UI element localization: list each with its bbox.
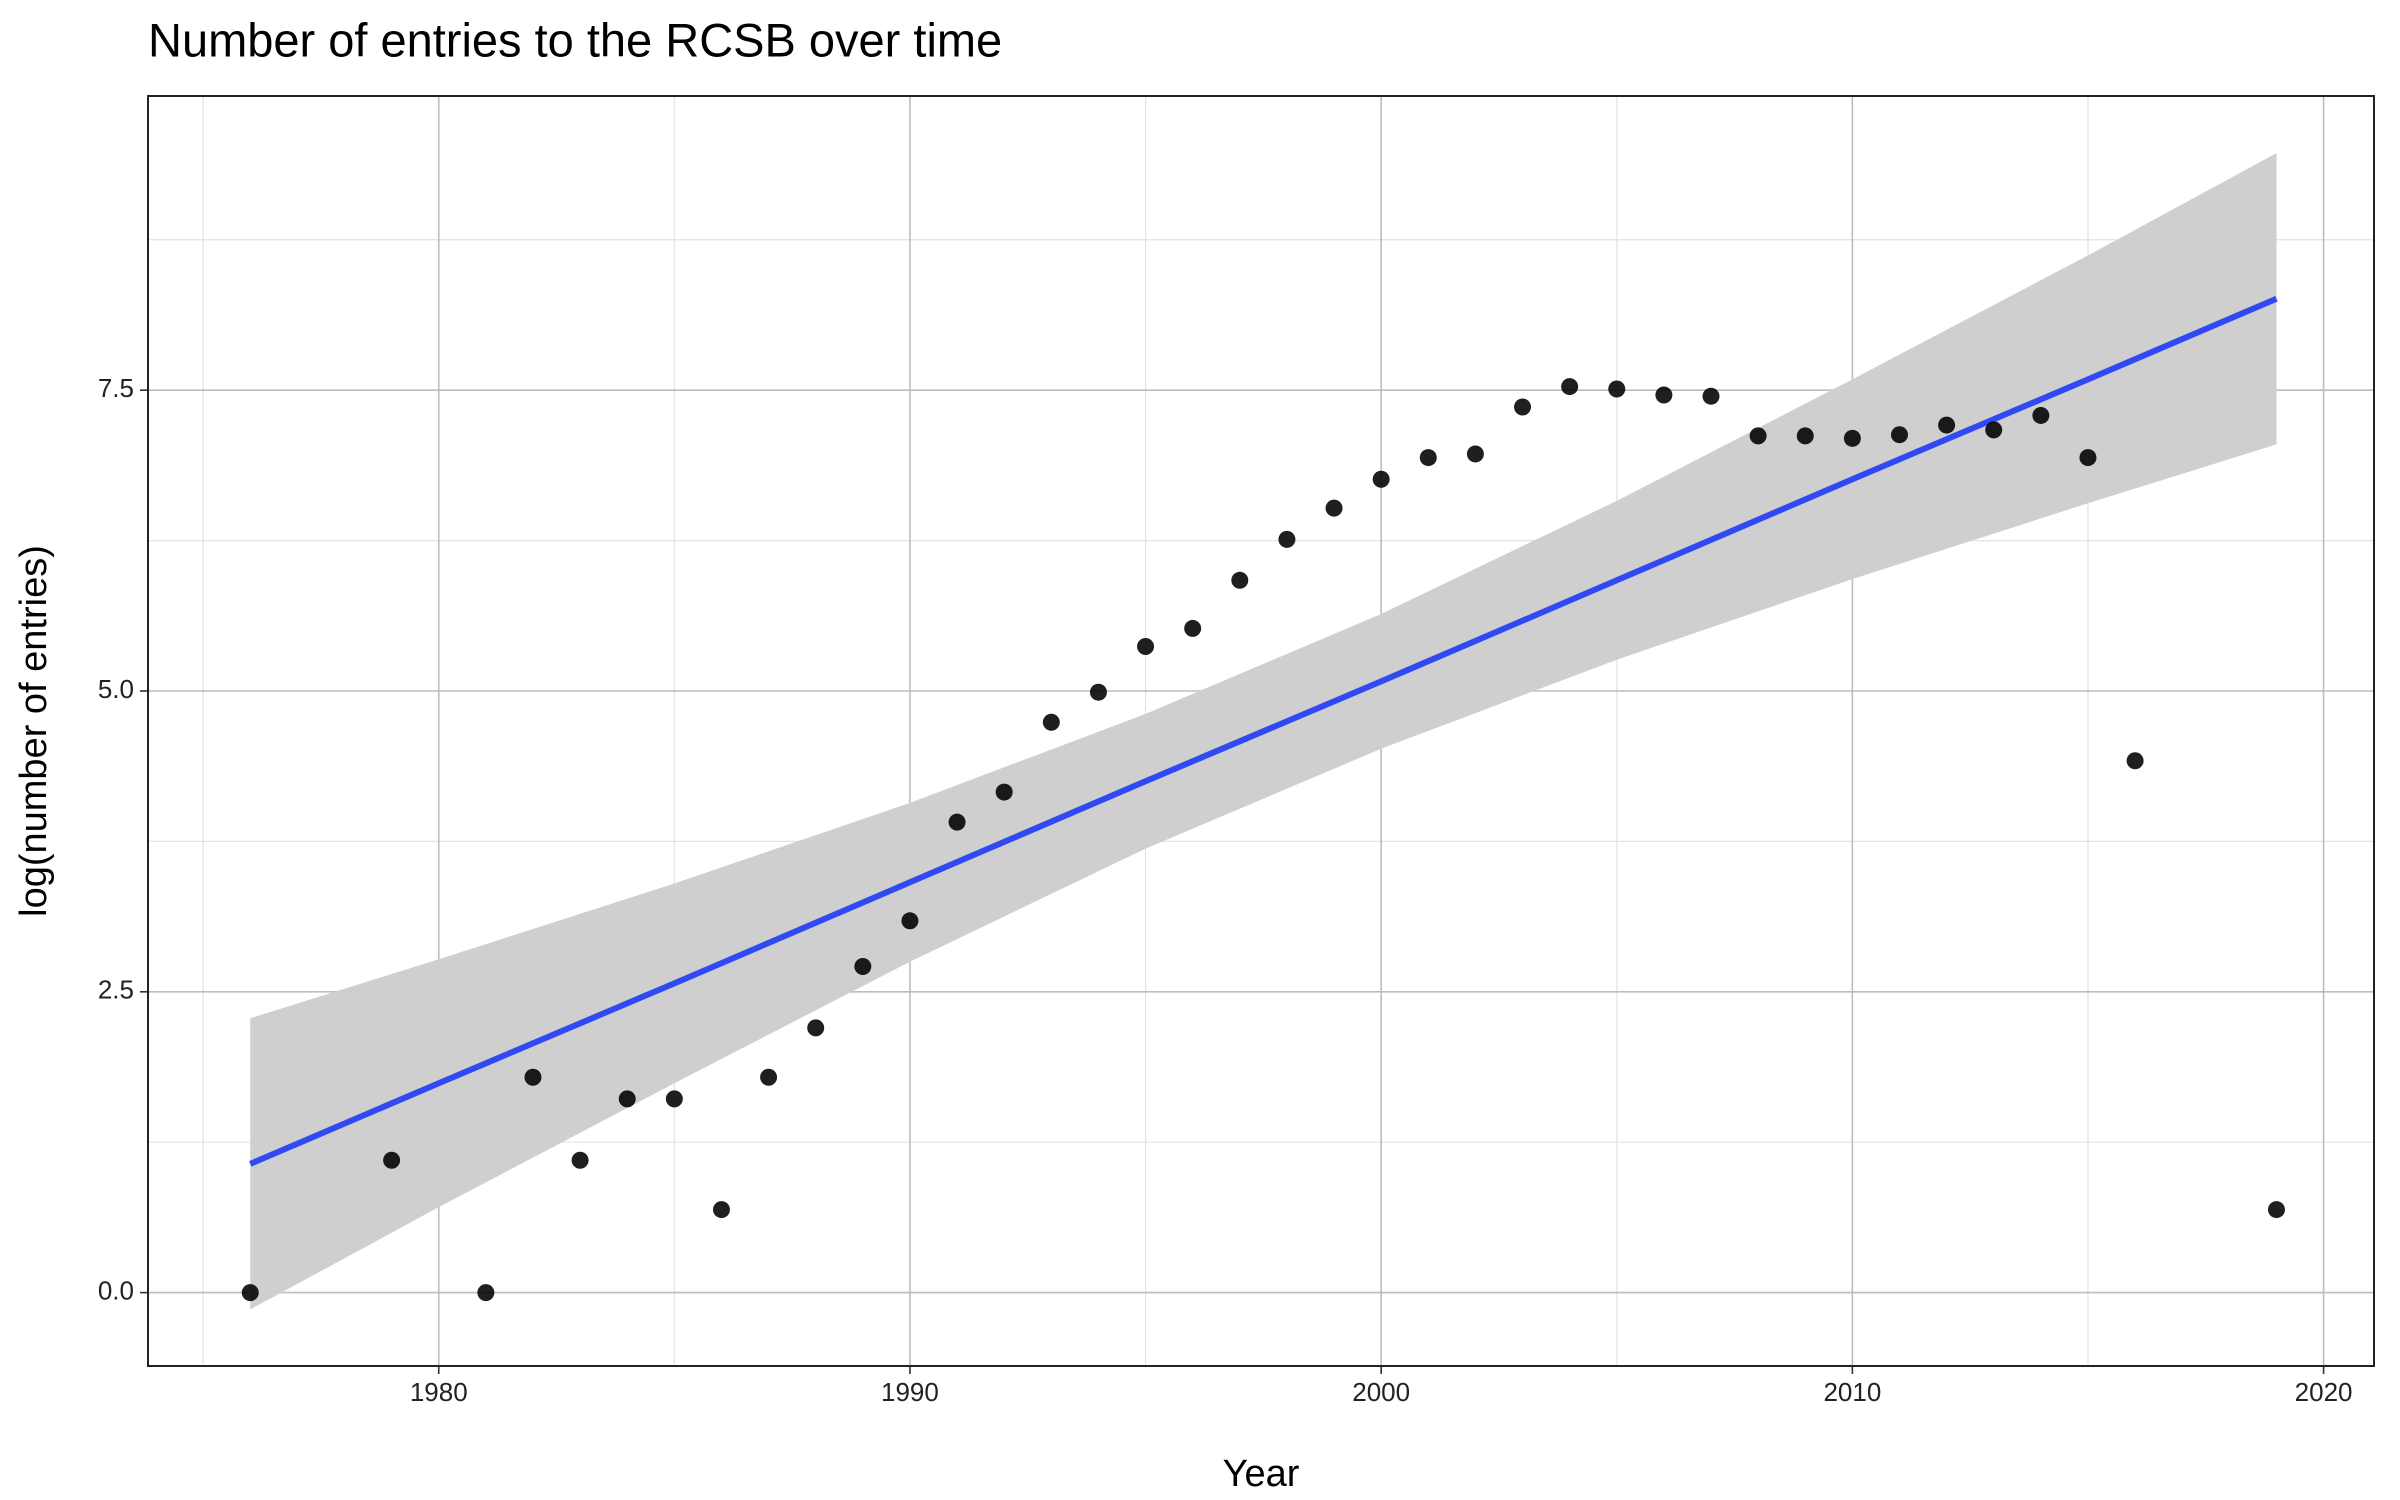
point: [241, 1284, 259, 1302]
point: [1325, 499, 1343, 517]
point: [477, 1284, 495, 1302]
point: [1184, 619, 1202, 637]
point: [1655, 386, 1673, 404]
point: [1137, 637, 1155, 655]
point: [2267, 1201, 2285, 1219]
y-tick-label: 7.5: [98, 373, 134, 403]
point: [1749, 427, 1767, 445]
point: [571, 1151, 589, 1169]
fit-line: [249, 295, 2278, 1167]
point: [1702, 387, 1720, 405]
point: [1278, 530, 1296, 548]
point: [901, 912, 919, 930]
point: [1466, 445, 1484, 463]
point: [1985, 421, 2003, 439]
point: [618, 1090, 636, 1108]
x-tick-label: 1990: [881, 1377, 939, 1407]
point: [2126, 752, 2144, 770]
plot-frame: [147, 95, 2375, 1367]
chart-title: Number of entries to the RCSB over time: [148, 13, 1002, 66]
x-tick-label: 1980: [410, 1377, 468, 1407]
point: [1042, 713, 1060, 731]
point: [1938, 416, 1956, 434]
y-tick-label: 5.0: [98, 674, 134, 704]
y-tick-label: 0.0: [98, 1275, 134, 1305]
y-tick-label: 2.5: [98, 975, 134, 1005]
point: [1514, 398, 1532, 416]
y-axis-title: log(number of entries): [13, 545, 55, 917]
point: [948, 813, 966, 831]
point: [2032, 406, 2050, 424]
point: [1419, 449, 1437, 467]
point: [1231, 571, 1249, 589]
x-tick-label: 2000: [1352, 1377, 1410, 1407]
point: [2079, 449, 2097, 467]
x-tick-label: 2020: [2295, 1377, 2353, 1407]
point: [807, 1019, 825, 1037]
point: [383, 1151, 401, 1169]
point: [1561, 378, 1579, 396]
x-tick-label: 2010: [1823, 1377, 1881, 1407]
point: [1608, 380, 1626, 398]
point: [760, 1068, 778, 1086]
point: [854, 958, 872, 976]
point: [1890, 426, 1908, 444]
point: [1089, 683, 1107, 701]
point: [995, 783, 1013, 801]
x-axis-title: Year: [1223, 1453, 1300, 1495]
point: [1796, 427, 1814, 445]
point: [1372, 470, 1390, 488]
point: [665, 1090, 683, 1108]
point: [1843, 429, 1861, 447]
point: [712, 1201, 730, 1219]
point: [524, 1068, 542, 1086]
